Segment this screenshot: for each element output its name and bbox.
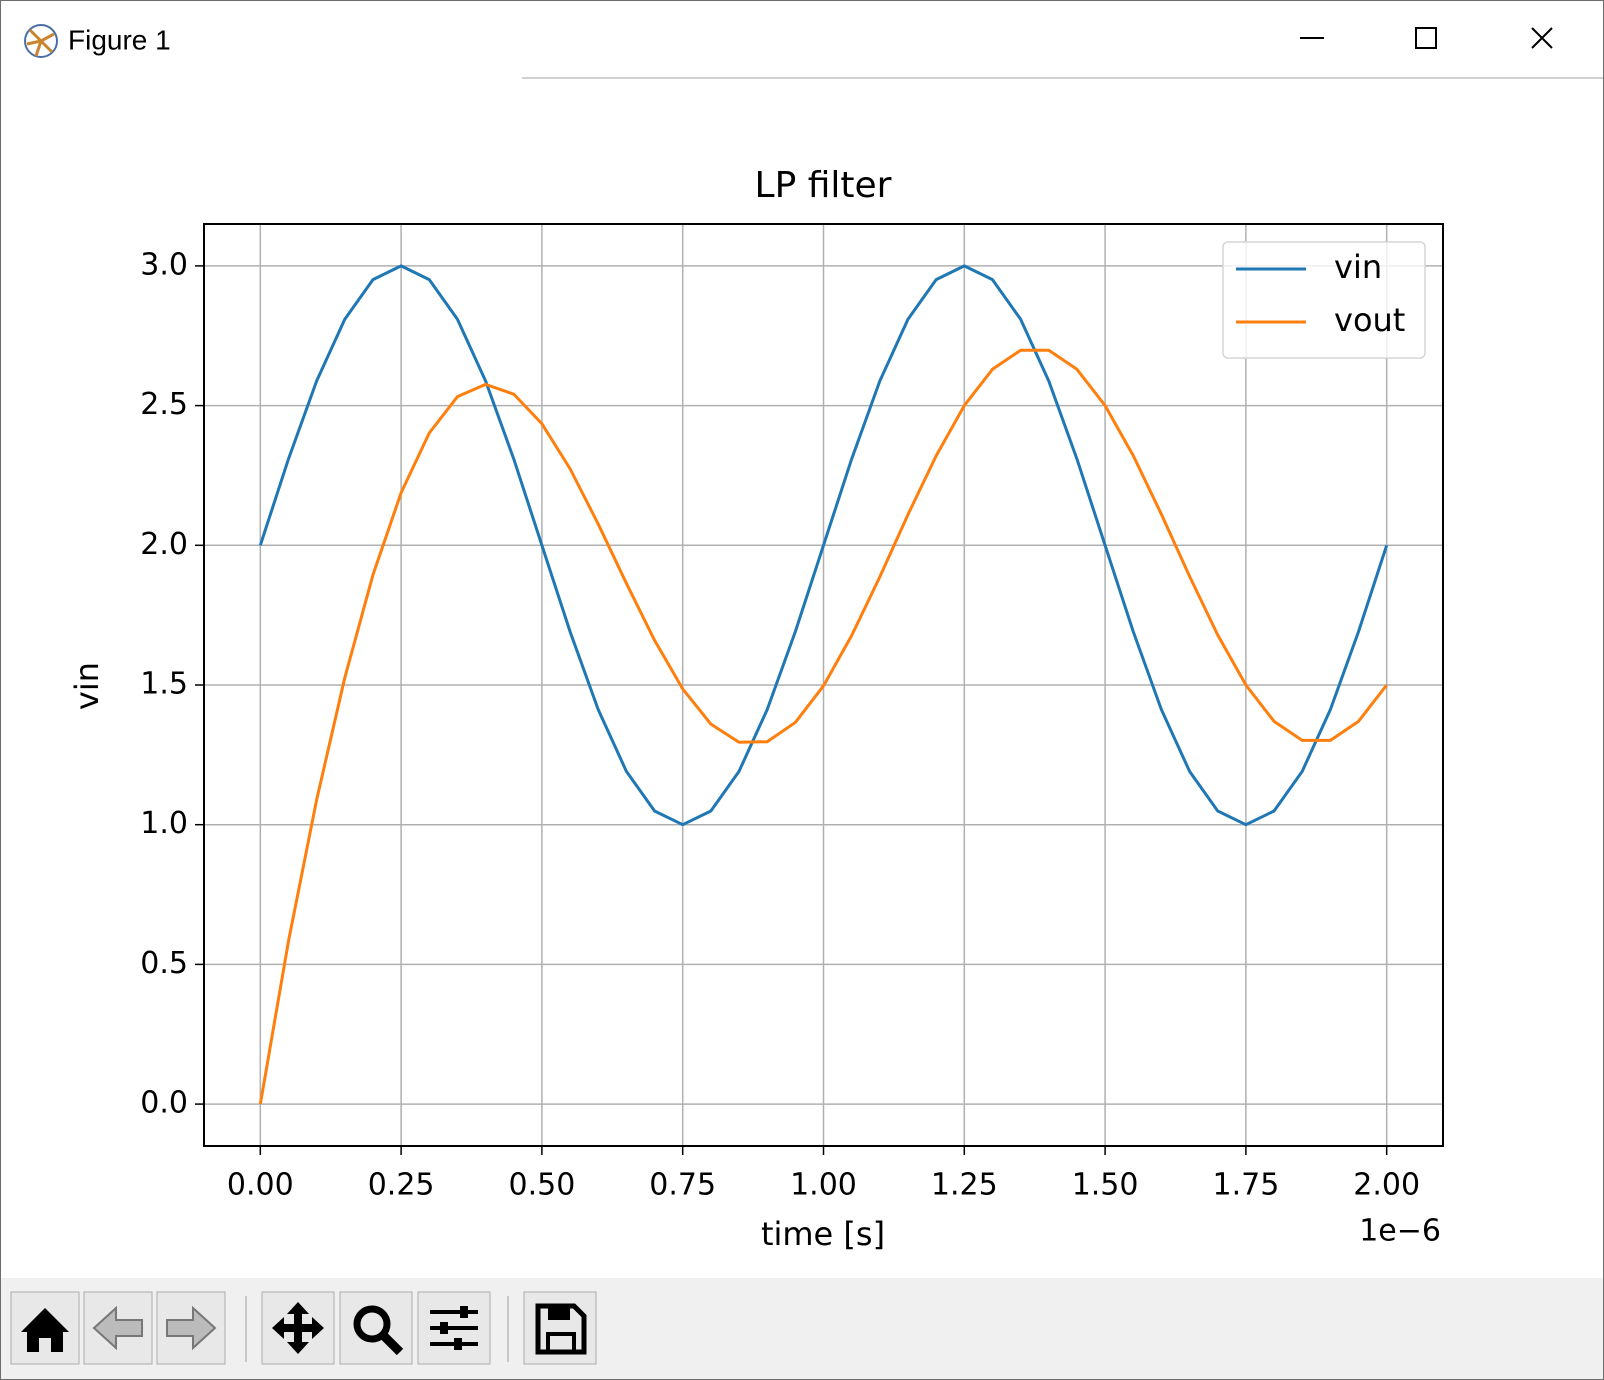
app-icon [24, 24, 58, 58]
y-tick-label: 0.0 [140, 1086, 188, 1121]
y-tick-label: 3.0 [140, 247, 188, 282]
configure-button[interactable] [417, 1291, 491, 1365]
y-axis-label: vin [68, 662, 106, 710]
x-axis-label: time [s] [761, 1215, 885, 1253]
forward-button[interactable] [156, 1291, 226, 1365]
x-tick-label: 0.25 [368, 1168, 435, 1203]
y-tick-label: 1.5 [140, 667, 188, 702]
x-tick-label: 1.25 [931, 1168, 998, 1203]
legend-box [1222, 241, 1426, 359]
zoom-button[interactable] [339, 1291, 413, 1365]
save-button[interactable] [523, 1291, 597, 1365]
series-line [258, 348, 1388, 1105]
y-tick-label: 0.5 [140, 946, 188, 981]
y-tick-label: 2.5 [140, 387, 188, 422]
home-button[interactable] [10, 1291, 80, 1365]
plot: LP filter time [s] vin 1e−6 0.00 0.25 0.50… [68, 165, 1444, 1253]
window-title: Figure 1 [68, 24, 171, 55]
x-offset-label: 1e−6 [1359, 1214, 1441, 1249]
x-tick-label: 2.00 [1353, 1168, 1420, 1203]
axes-frame [203, 223, 1444, 1147]
back-button[interactable] [83, 1291, 153, 1365]
x-tick-label: 1.75 [1212, 1168, 1279, 1203]
pan-button[interactable] [261, 1291, 335, 1365]
toolbar [1, 1278, 1603, 1379]
series-line [258, 264, 1389, 827]
maximize-button[interactable] [1415, 27, 1437, 49]
chart-title: LP filter [755, 165, 892, 206]
x-tick-label: 1.50 [1072, 1168, 1139, 1203]
y-tick-label: 1.0 [140, 806, 188, 841]
legend-label: vout [1334, 301, 1405, 339]
close-button[interactable] [1531, 27, 1553, 49]
x-tick-label: 0.75 [649, 1168, 716, 1203]
x-tick-label: 1.00 [790, 1168, 857, 1203]
x-tick-label: 0.00 [227, 1168, 294, 1203]
y-tick-label: 2.0 [140, 527, 188, 562]
x-tick-label: 0.50 [509, 1168, 576, 1203]
legend-label: vin [1334, 248, 1382, 286]
